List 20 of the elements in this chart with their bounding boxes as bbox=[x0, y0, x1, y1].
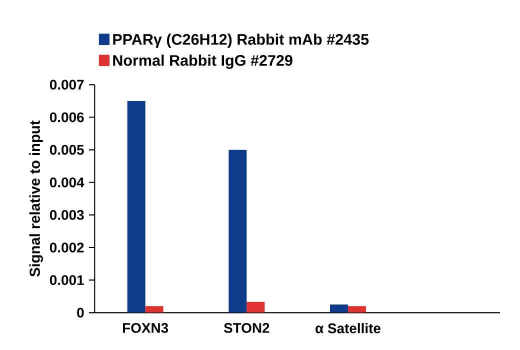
y-tick-label: 0 bbox=[77, 308, 84, 318]
legend-label: PPARγ (C26H12) Rabbit mAb #2435 bbox=[113, 34, 369, 48]
x-tick-label: α Satellite bbox=[316, 323, 380, 334]
bar bbox=[127, 100, 146, 313]
bar bbox=[145, 306, 164, 313]
x-tick-label: FOXN3 bbox=[123, 323, 168, 333]
x-tick-label: STON2 bbox=[224, 323, 270, 333]
y-tick-label: 0.002 bbox=[50, 242, 84, 252]
bar bbox=[348, 306, 366, 313]
y-tick-label: 0.004 bbox=[50, 177, 84, 188]
y-tick-label: 0.003 bbox=[50, 210, 84, 220]
bar bbox=[330, 304, 348, 313]
y-tick-label: 0.007 bbox=[50, 80, 84, 90]
y-axis-title: Signal relative to input bbox=[29, 120, 43, 277]
bar bbox=[228, 150, 247, 313]
y-tick-label: 0.006 bbox=[50, 112, 84, 122]
y-tick-label: 0.001 bbox=[50, 275, 84, 286]
legend-label: Normal Rabbit IgG #2729 bbox=[113, 54, 292, 69]
bar bbox=[246, 302, 265, 313]
y-tick-label: 0.005 bbox=[50, 144, 84, 155]
